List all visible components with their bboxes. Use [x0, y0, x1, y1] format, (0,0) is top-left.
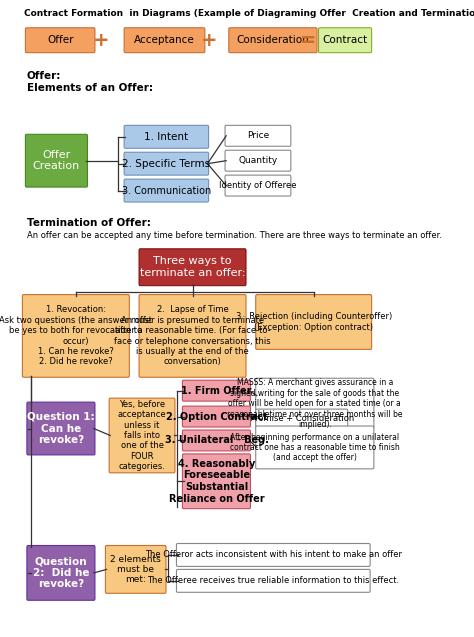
FancyBboxPatch shape [182, 430, 250, 451]
FancyBboxPatch shape [124, 152, 209, 175]
FancyBboxPatch shape [255, 426, 374, 469]
FancyBboxPatch shape [255, 409, 348, 428]
Text: Yes, before
acceptance
unless it
falls into
one of the
FOUR
categories.: Yes, before acceptance unless it falls i… [118, 400, 166, 471]
Text: Contract: Contract [322, 35, 368, 45]
Text: Question 1:
Can he
revoke?: Question 1: Can he revoke? [27, 412, 95, 445]
Text: 3. Communication: 3. Communication [122, 185, 211, 196]
FancyBboxPatch shape [139, 249, 246, 285]
FancyBboxPatch shape [124, 28, 205, 53]
FancyBboxPatch shape [182, 406, 250, 427]
Text: Promise + Consideration: Promise + Consideration [250, 414, 354, 423]
Text: Contract Formation  in Diagrams (Example of Diagraming Offer  Creation and Termi: Contract Formation in Diagrams (Example … [24, 10, 474, 18]
Text: Question
2:  Did he
revoke?: Question 2: Did he revoke? [33, 556, 89, 589]
Text: Termination of Offer:: Termination of Offer: [27, 218, 150, 229]
FancyBboxPatch shape [229, 28, 317, 53]
FancyBboxPatch shape [319, 28, 372, 53]
Text: The Offeree receives true reliable information to this effect.: The Offeree receives true reliable infor… [147, 576, 400, 585]
Text: Elements of an Offer:: Elements of an Offer: [27, 83, 153, 93]
Text: +: + [93, 31, 109, 50]
FancyBboxPatch shape [109, 398, 175, 473]
Text: 2. Specific Terms: 2. Specific Terms [122, 159, 210, 169]
Text: Acceptance: Acceptance [134, 35, 195, 45]
FancyBboxPatch shape [22, 294, 129, 377]
Text: 2.  Lapse of Time
An offer is presumed to terminate
after a reasonable time. (Fo: 2. Lapse of Time An offer is presumed to… [114, 305, 271, 366]
Text: 4. Reasonably
Foreseeable
Substantial
Reliance on Offer: 4. Reasonably Foreseeable Substantial Re… [169, 459, 264, 504]
FancyBboxPatch shape [255, 294, 372, 349]
Text: =: = [300, 31, 317, 50]
Text: Three ways to
terminate an offer:: Three ways to terminate an offer: [140, 257, 245, 278]
FancyBboxPatch shape [182, 454, 250, 509]
FancyBboxPatch shape [27, 545, 95, 600]
Text: 1. Intent: 1. Intent [144, 132, 189, 142]
Text: Identity of Offeree: Identity of Offeree [219, 181, 297, 190]
Text: Price: Price [247, 131, 269, 140]
FancyBboxPatch shape [225, 150, 291, 171]
Text: 1. Revocation:
Ask two questions (the answer must
be yes to both for revocation : 1. Revocation: Ask two questions (the an… [0, 305, 152, 366]
FancyBboxPatch shape [255, 378, 374, 429]
Text: 2. Option Contract: 2. Option Contract [165, 412, 267, 422]
FancyBboxPatch shape [124, 179, 209, 202]
Text: 2 elements
must be
met:: 2 elements must be met: [110, 554, 161, 584]
Text: 3. Unilateral - Beg.: 3. Unilateral - Beg. [164, 436, 268, 445]
FancyBboxPatch shape [124, 125, 209, 148]
FancyBboxPatch shape [182, 380, 250, 401]
Text: Consideration: Consideration [237, 35, 310, 45]
Text: Offer:: Offer: [27, 71, 61, 81]
Text: After beginning performance on a unilateral
contract one has a reasonable time t: After beginning performance on a unilate… [230, 433, 400, 462]
Text: Offer: Offer [47, 35, 73, 45]
FancyBboxPatch shape [26, 28, 95, 53]
Text: MASSS: A merchant gives assurance in a
signed writing for the sale of goods that: MASSS: A merchant gives assurance in a s… [227, 378, 402, 429]
FancyBboxPatch shape [225, 175, 291, 196]
FancyBboxPatch shape [176, 569, 370, 592]
FancyBboxPatch shape [105, 545, 166, 593]
FancyBboxPatch shape [27, 402, 95, 455]
FancyBboxPatch shape [26, 134, 88, 187]
Text: An offer can be accepted any time before termination. There are three ways to te: An offer can be accepted any time before… [27, 231, 441, 240]
Text: 1. Firm Offer: 1. Firm Offer [181, 385, 252, 396]
Text: Offer
Creation: Offer Creation [33, 150, 80, 171]
FancyBboxPatch shape [225, 125, 291, 147]
Text: +: + [201, 31, 217, 50]
FancyBboxPatch shape [139, 294, 246, 377]
Text: The Offeror acts inconsistent with his intent to make an offer: The Offeror acts inconsistent with his i… [145, 550, 402, 559]
FancyBboxPatch shape [176, 543, 370, 566]
Text: 3.  Rejection (including Counteroffer)
(Exception: Option contract): 3. Rejection (including Counteroffer) (E… [236, 312, 392, 332]
Text: Quantity: Quantity [238, 156, 278, 165]
